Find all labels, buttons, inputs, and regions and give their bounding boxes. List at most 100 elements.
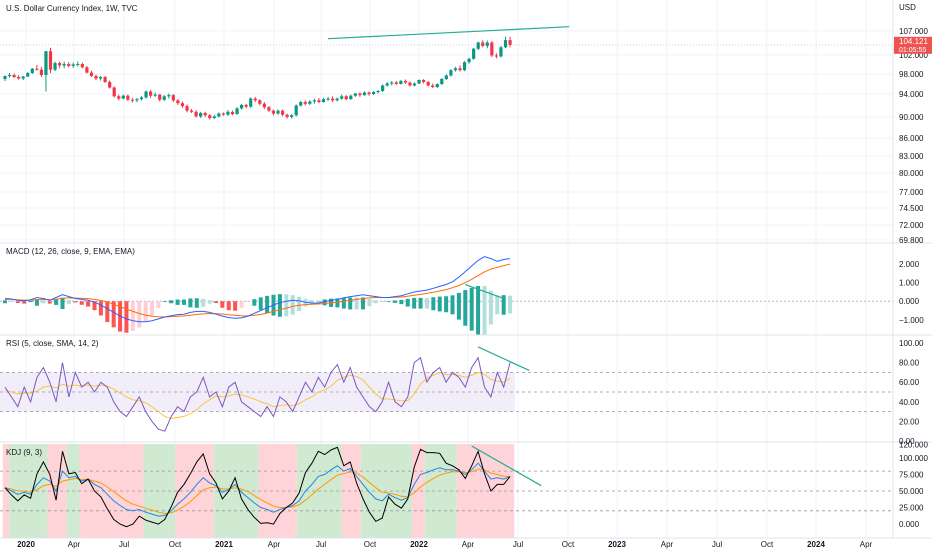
macd-histogram-bar — [354, 297, 359, 310]
macd-histogram-bar — [424, 297, 429, 309]
candle-up — [312, 100, 316, 102]
candle-down — [158, 94, 162, 100]
kdj-axis-tick: 0.000 — [899, 520, 920, 529]
candle-up — [249, 98, 253, 107]
candle-up — [376, 91, 380, 92]
rsi-background-band — [0, 372, 515, 412]
candle-down — [262, 103, 266, 108]
macd-histogram-bar — [92, 301, 97, 311]
candle-up — [144, 91, 148, 98]
candle-down — [331, 98, 335, 101]
candle-up — [21, 76, 25, 79]
kdj-k-line — [4, 462, 511, 517]
rsi-axis-tick: 100.00 — [899, 339, 924, 348]
candle-down — [458, 68, 462, 71]
candle-down — [403, 81, 407, 83]
macd-axis-tick: 1.000 — [899, 279, 920, 288]
candle-up — [353, 93, 357, 96]
candle-up — [444, 75, 448, 79]
time-axis-label: 2020 — [17, 540, 35, 549]
candle-up — [121, 95, 125, 99]
candle-up — [399, 81, 403, 84]
kdj-indicator-title[interactable]: KDJ (9, 3) — [6, 448, 43, 457]
candle-down — [271, 110, 276, 114]
macd-indicator-title[interactable]: MACD (12, 26, close, 9, EMA, EMA) — [6, 247, 135, 256]
rsi-line — [4, 356, 511, 432]
candle-down — [48, 51, 53, 70]
time-axis-label: Apr — [661, 540, 674, 549]
macd-histogram-bar — [335, 298, 340, 308]
macd-histogram-bar — [482, 286, 487, 335]
price-axis-tick: 83.000 — [899, 152, 924, 161]
candle-up — [199, 112, 203, 117]
time-axis-label: Apr — [462, 540, 475, 549]
macd-histogram-bar — [469, 287, 474, 331]
price-axis-tick: 69.800 — [899, 236, 924, 245]
candle-down — [508, 40, 512, 45]
candle-down — [408, 82, 412, 86]
candle-up — [417, 80, 421, 84]
candle-up — [349, 95, 353, 100]
candle-down — [126, 95, 130, 100]
price-axis-tick: 90.000 — [899, 113, 924, 122]
macd-histogram-bar — [60, 297, 65, 309]
candle-up — [476, 42, 480, 49]
candle-down — [17, 77, 21, 79]
candle-down — [94, 76, 98, 79]
macd-histogram-bar — [444, 296, 449, 313]
price-axis-tick: 77.000 — [899, 188, 924, 197]
symbol-title[interactable]: U.S. Dollar Currency Index, 1W, TVC — [6, 4, 138, 13]
macd-histogram-bar — [322, 299, 327, 306]
macd-histogram-bar — [226, 301, 231, 311]
candle-down — [12, 75, 16, 77]
candle-up — [139, 97, 144, 100]
candle-down — [194, 111, 198, 117]
candle-down — [89, 72, 94, 76]
macd-histogram-bar — [284, 294, 289, 317]
kdj-pane — [0, 444, 893, 538]
macd-histogram-bar — [162, 301, 167, 303]
price-badge — [894, 36, 932, 54]
candle-up — [435, 84, 439, 87]
macd-histogram-bar — [405, 298, 410, 307]
macd-histogram-bar — [341, 297, 346, 309]
macd-histogram-bar — [495, 295, 500, 315]
kdj-axis-tick: 25.000 — [899, 504, 924, 513]
candle-down — [267, 107, 271, 111]
candle-up — [62, 64, 66, 66]
macd-histogram-bar — [47, 301, 52, 304]
time-axis-label: 2023 — [608, 540, 626, 549]
candle-up — [226, 111, 230, 115]
time-axis-label: Jul — [316, 540, 326, 549]
candle-down — [422, 80, 426, 82]
candle-up — [390, 82, 394, 84]
macd-histogram-bar — [476, 286, 481, 335]
kdj-axis-tick: 50.000 — [899, 487, 924, 496]
candle-up — [7, 75, 12, 76]
kdj-zone-red — [341, 444, 361, 538]
macd-histogram-bar — [175, 299, 180, 305]
candle-down — [208, 115, 212, 119]
macd-histogram-bar — [348, 297, 353, 310]
time-axis-label: Oct — [761, 540, 774, 549]
candle-down — [490, 42, 494, 56]
rsi-indicator-title[interactable]: RSI (5, close, SMA, 14, 2) — [6, 339, 99, 348]
macd-axis-tick: 2.000 — [899, 260, 920, 269]
price-axis-tick: 102.000 — [899, 51, 928, 60]
candle-up — [153, 94, 157, 96]
macd-histogram-bar — [277, 294, 282, 317]
macd-histogram-bar — [392, 300, 397, 303]
candle-up — [217, 113, 221, 117]
macd-histogram-bar — [194, 298, 199, 308]
macd-histogram-bar — [463, 290, 468, 326]
candle-up — [71, 64, 75, 66]
macd-histogram-bar — [54, 299, 59, 305]
macd-histogram-bar — [316, 300, 321, 304]
candle-up — [240, 104, 244, 109]
candle-down — [112, 87, 116, 97]
candle-up — [30, 68, 34, 74]
kdj-divergence-line — [471, 445, 542, 487]
kdj-zone-red — [411, 444, 425, 538]
